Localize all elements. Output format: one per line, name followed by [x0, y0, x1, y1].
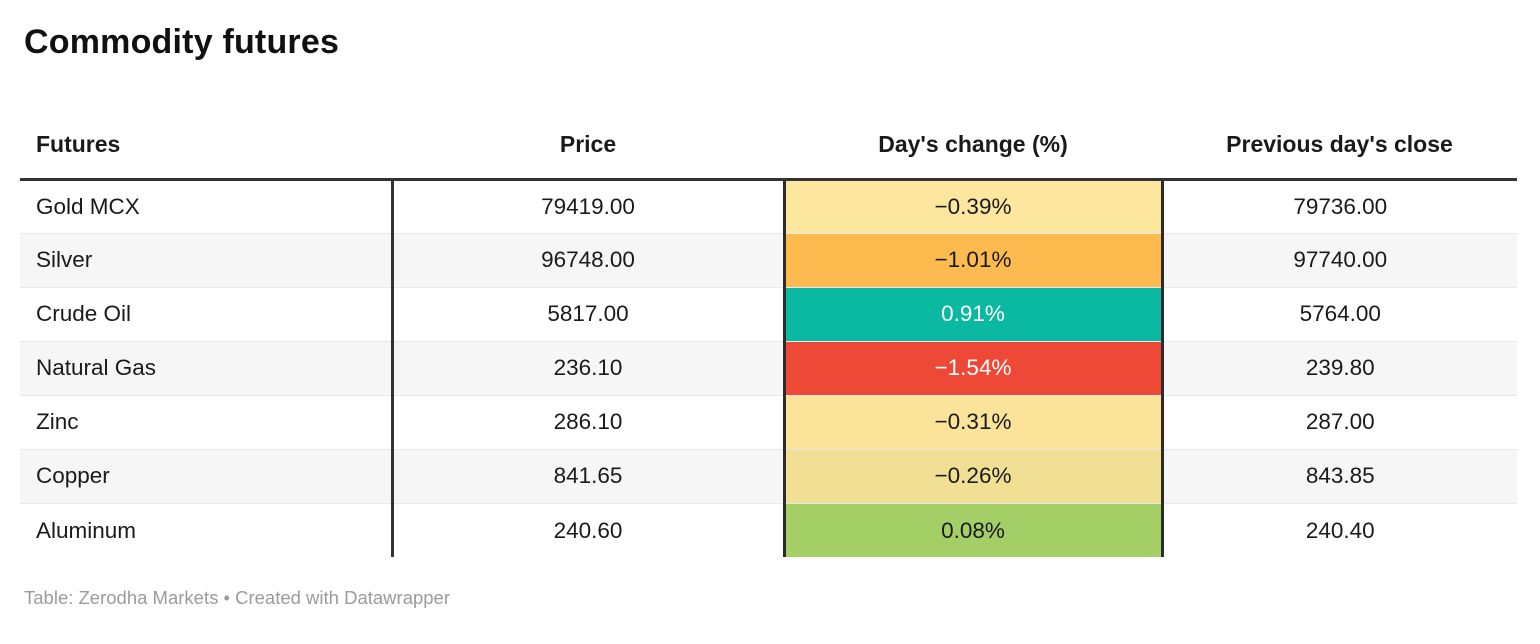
table-row: Copper 841.65 −0.26% 843.85 [20, 448, 1517, 504]
attribution-footer: Table: Zerodha Markets • Created with Da… [24, 587, 451, 609]
futures-cell: Copper [20, 448, 394, 504]
futures-cell: Silver [20, 232, 394, 288]
table-row: Crude Oil 5817.00 0.91% 5764.00 [20, 286, 1517, 342]
futures-cell: Zinc [20, 394, 394, 450]
change-cell: −1.54% [782, 340, 1164, 396]
price-cell: 5817.00 [392, 286, 784, 342]
prev-close-cell: 239.80 [1162, 340, 1517, 396]
change-cell: 0.08% [782, 502, 1164, 558]
price-cell: 286.10 [392, 394, 784, 450]
price-cell: 841.65 [392, 448, 784, 504]
futures-cell: Natural Gas [20, 340, 394, 396]
header-row: Futures Price Day's change (%) Previous … [20, 62, 1517, 181]
table-body: Gold MCX 79419.00 −0.39% 79736.00 Silver… [20, 179, 1517, 558]
futures-cell: Crude Oil [20, 286, 394, 342]
table-row: Natural Gas 236.10 −1.54% 239.80 [20, 340, 1517, 396]
column-header-days-change: Day's change (%) [784, 62, 1162, 181]
column-header-previous-close: Previous day's close [1162, 62, 1517, 181]
price-cell: 236.10 [392, 340, 784, 396]
change-cell: −0.31% [782, 394, 1164, 450]
change-cell: −0.39% [782, 179, 1164, 234]
prev-close-cell: 240.40 [1162, 502, 1517, 558]
table-row: Aluminum 240.60 0.08% 240.40 [20, 502, 1517, 558]
price-cell: 96748.00 [392, 232, 784, 288]
prev-close-cell: 287.00 [1162, 394, 1517, 450]
price-cell: 79419.00 [541, 193, 635, 219]
column-header-futures: Futures [20, 62, 392, 181]
change-cell: −1.01% [782, 232, 1164, 288]
futures-cell: Gold MCX [20, 179, 394, 234]
prev-close-cell: 843.85 [1162, 448, 1517, 504]
futures-cell: Aluminum [20, 502, 394, 558]
page-title: Commodity futures [24, 23, 340, 61]
table-row: Silver 96748.00 −1.01% 97740.00 [20, 232, 1517, 288]
table-row: Zinc 286.10 −0.31% 287.00 [20, 394, 1517, 450]
change-cell: 0.91% [782, 286, 1164, 342]
prev-close-cell: 5764.00 [1162, 286, 1517, 342]
table-row: Gold MCX 79419.00 −0.39% 79736.00 [20, 179, 1517, 234]
table-header: Futures Price Day's change (%) Previous … [20, 62, 1517, 181]
column-header-price: Price [392, 62, 784, 181]
prev-close-cell: 97740.00 [1162, 232, 1517, 288]
change-cell: −0.26% [782, 448, 1164, 504]
prev-close-cell: 79736.00 [1293, 193, 1388, 219]
price-cell: 240.60 [392, 502, 784, 558]
commodity-futures-table: Futures Price Day's change (%) Previous … [20, 62, 1517, 558]
